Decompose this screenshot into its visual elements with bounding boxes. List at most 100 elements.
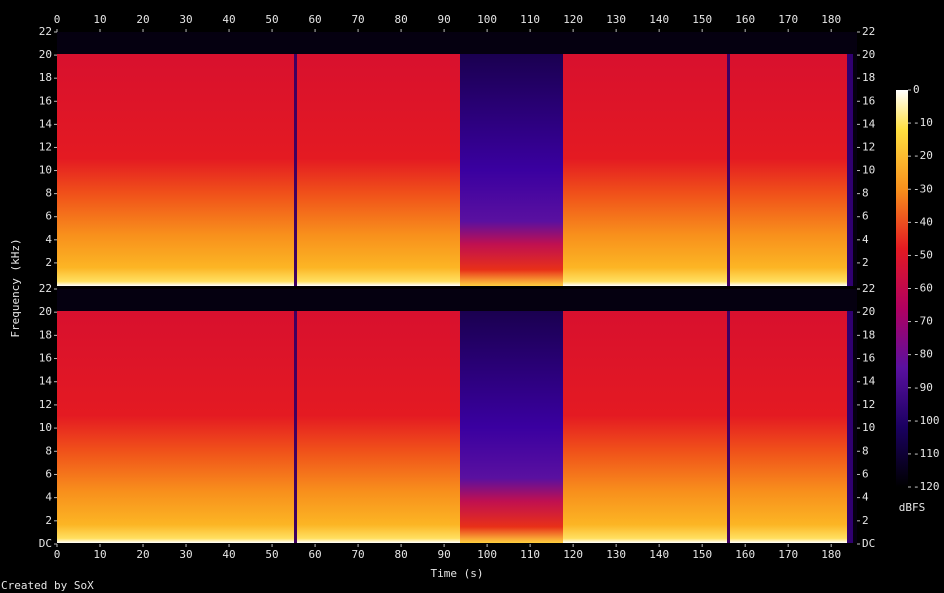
- x-tick-label: 50: [265, 548, 278, 561]
- x-tick-label: 110: [520, 13, 540, 26]
- x-tick-label: 140: [649, 548, 669, 561]
- y-tick-label: 18: [39, 328, 52, 341]
- x-tick-label: 180: [821, 548, 841, 561]
- colorbar-tick-label: -10: [913, 116, 933, 129]
- y-tick-label: DC: [39, 537, 52, 550]
- credit: Created by SoX: [1, 579, 94, 592]
- x-tick-label: 30: [179, 548, 192, 561]
- colorbar-tick-label: -110: [913, 447, 940, 460]
- x-tick-label: 90: [437, 548, 450, 561]
- y-tick-label: 8: [45, 187, 52, 200]
- x-tick-label: 10: [93, 13, 106, 26]
- y-tick-label: 16: [862, 352, 875, 365]
- y-tick-label: 20: [862, 305, 875, 318]
- y-tick-label: 2: [862, 514, 869, 527]
- x-tick-label: 140: [649, 13, 669, 26]
- y-tick-label: 22: [39, 25, 52, 38]
- y-tick-label: 20: [39, 48, 52, 61]
- x-tick-label: 130: [606, 548, 626, 561]
- y-tick-label: 8: [862, 187, 869, 200]
- colorbar-tick-label: -20: [913, 149, 933, 162]
- y-axis-title: Frequency (kHz): [9, 238, 22, 337]
- x-axis-title: Time (s): [431, 567, 484, 580]
- y-tick-label: 2: [862, 256, 869, 269]
- colorbar-tick-label: -60: [913, 282, 933, 295]
- y-tick-label: 16: [862, 94, 875, 107]
- x-tick-label: 100: [477, 13, 497, 26]
- y-tick-label: 12: [39, 398, 52, 411]
- y-tick-label: 22: [862, 282, 875, 295]
- colorbar-label: dBFS: [899, 501, 926, 514]
- colorbar-tick-label: -70: [913, 315, 933, 328]
- y-tick-label: 12: [862, 398, 875, 411]
- y-tick-label: 4: [862, 233, 869, 246]
- colorbar: [896, 90, 908, 487]
- y-tick-label: 6: [862, 467, 869, 480]
- y-tick-label: 10: [862, 164, 875, 177]
- y-tick-label: 2: [45, 514, 52, 527]
- x-tick-label: 100: [477, 548, 497, 561]
- y-tick-label: 14: [39, 375, 53, 388]
- y-tick-label: 12: [39, 140, 52, 153]
- x-tick-label: 160: [735, 548, 755, 561]
- x-tick-label: 90: [437, 13, 450, 26]
- y-tick-label: 22: [862, 25, 875, 38]
- y-tick-label: 2: [45, 256, 52, 269]
- y-tick-label: 14: [39, 117, 53, 130]
- x-tick-label: 40: [222, 548, 235, 561]
- colorbar-tick-label: -30: [913, 182, 933, 195]
- y-tick-label: 20: [862, 48, 875, 61]
- y-tick-label: 18: [39, 71, 52, 84]
- y-tick-label: 4: [862, 491, 869, 504]
- x-tick-label: 80: [394, 548, 407, 561]
- x-tick-label: 10: [93, 548, 106, 561]
- x-tick-label: 170: [778, 13, 798, 26]
- y-tick-label: 8: [45, 444, 52, 457]
- y-tick-label: 18: [862, 71, 875, 84]
- x-tick-label: 20: [136, 548, 149, 561]
- x-tick-label: 130: [606, 13, 626, 26]
- y-tick-label: 10: [39, 164, 52, 177]
- spectrogram-image: [57, 289, 857, 543]
- x-tick-label: 70: [351, 548, 364, 561]
- colorbar-tick-label: -90: [913, 381, 933, 394]
- x-tick-label: 160: [735, 13, 755, 26]
- colorbar-tick-label: -120: [913, 480, 940, 493]
- x-tick-label: 40: [222, 13, 235, 26]
- y-tick-label: 8: [862, 444, 869, 457]
- y-tick-label: 20: [39, 305, 52, 318]
- y-tick-label: 10: [39, 421, 52, 434]
- x-tick-label: 0: [54, 13, 61, 26]
- x-tick-label: 0: [54, 548, 61, 561]
- y-tick-label: 18: [862, 328, 875, 341]
- x-tick-label: 120: [563, 13, 583, 26]
- colorbar-tick-label: -50: [913, 248, 933, 261]
- x-tick-label: 50: [265, 13, 278, 26]
- x-tick-label: 20: [136, 13, 149, 26]
- spectrogram-image: [57, 32, 857, 286]
- x-tick-label: 150: [692, 13, 712, 26]
- colorbar-tick-label: -80: [913, 348, 933, 361]
- y-tick-label: DC: [862, 537, 875, 550]
- y-tick-label: 16: [39, 94, 52, 107]
- y-tick-label: 6: [862, 210, 869, 223]
- x-tick-label: 180: [821, 13, 841, 26]
- x-tick-label: 120: [563, 548, 583, 561]
- x-tick-label: 30: [179, 13, 192, 26]
- y-tick-label: 6: [45, 467, 52, 480]
- colorbar-tick-label: -40: [913, 215, 933, 228]
- x-tick-label: 110: [520, 548, 540, 561]
- y-tick-label: 12: [862, 140, 875, 153]
- x-tick-label: 150: [692, 548, 712, 561]
- x-tick-label: 70: [351, 13, 364, 26]
- y-tick-label: 4: [45, 491, 52, 504]
- colorbar-tick-label: 0: [913, 83, 920, 96]
- y-tick-label: 14: [862, 117, 876, 130]
- y-tick-label: 10: [862, 421, 875, 434]
- y-tick-label: 6: [45, 210, 52, 223]
- y-tick-label: 16: [39, 352, 52, 365]
- x-tick-label: 60: [308, 548, 321, 561]
- x-tick-label: 170: [778, 548, 798, 561]
- y-tick-label: 14: [862, 375, 876, 388]
